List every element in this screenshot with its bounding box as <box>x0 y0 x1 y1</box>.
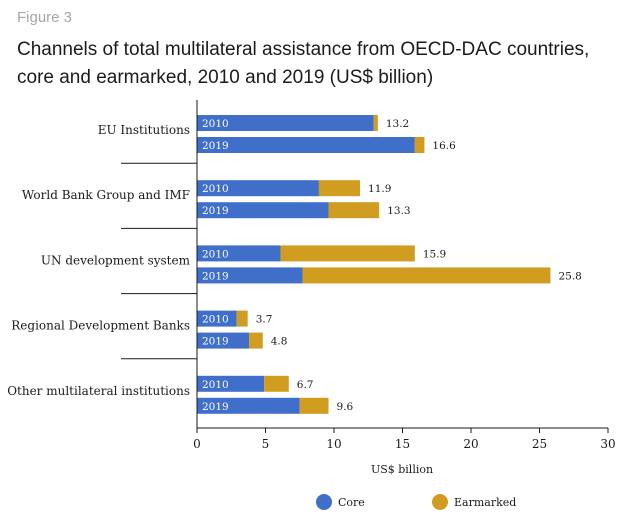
x-tick-label: 10 <box>326 437 341 451</box>
category-label: World Bank Group and IMF <box>22 188 190 202</box>
bar-earmarked-segment <box>299 397 329 414</box>
bar-year-label: 2010 <box>202 379 229 391</box>
bar-total-label: 13.2 <box>386 118 409 130</box>
bar-core-segment <box>197 245 281 262</box>
chart-title-line-2: core and earmarked, 2010 and 2019 (US$ b… <box>17 67 434 88</box>
bar-earmarked-segment <box>302 267 551 284</box>
bar-total-label: 4.8 <box>271 336 288 348</box>
legend-core-label: Core <box>338 496 365 509</box>
bar-earmarked-segment <box>236 310 248 327</box>
bar-earmarked-segment <box>249 332 263 349</box>
bar-core-segment <box>197 310 237 327</box>
bar-year-label: 2019 <box>202 205 229 217</box>
x-tick-label: 15 <box>395 437 410 451</box>
category-label: Regional Development Banks <box>11 319 190 333</box>
bar-year-label: 2019 <box>202 401 229 413</box>
bar-total-label: 15.9 <box>423 248 446 260</box>
category-label: UN development system <box>41 253 191 267</box>
bar-core-segment <box>197 115 374 131</box>
bar-year-label: 2010 <box>202 183 229 195</box>
category-label: Other multilateral institutions <box>7 384 190 398</box>
x-tick-label: 20 <box>463 437 478 451</box>
x-tick-label: 30 <box>600 437 615 451</box>
chart-title-line-1: Channels of total multilateral assistanc… <box>17 39 590 60</box>
bar-core-segment <box>197 180 319 197</box>
bar-year-label: 2019 <box>202 336 229 348</box>
bar-total-label: 6.7 <box>297 379 314 391</box>
x-tick-label: 5 <box>262 437 270 451</box>
bar-earmarked-segment <box>264 375 289 392</box>
bar-year-label: 2010 <box>202 248 229 260</box>
legend: Core Earmarked <box>316 494 516 510</box>
legend-earmarked-swatch <box>432 494 448 510</box>
bar-year-label: 2010 <box>202 314 229 326</box>
legend-earmarked-label: Earmarked <box>454 496 516 509</box>
bar-core-segment <box>197 332 250 349</box>
x-tick-label: 25 <box>532 437 547 451</box>
bar-total-label: 3.7 <box>256 314 273 326</box>
bar-core-segment <box>197 137 415 153</box>
chart-title: Channels of total multilateral assistanc… <box>17 36 627 92</box>
x-axis-label: US$ billion <box>371 463 433 476</box>
category-label: EU Institutions <box>98 123 190 137</box>
bar-core-segment <box>197 375 265 392</box>
bar-core-segment <box>197 202 329 219</box>
bar-earmarked-segment <box>328 202 380 219</box>
bar-year-label: 2019 <box>202 270 229 282</box>
bar-total-label: 9.6 <box>337 401 354 413</box>
bar-total-label: 25.8 <box>558 270 581 282</box>
bar-total-label: 11.9 <box>368 183 391 195</box>
bar-core-segment <box>197 267 303 284</box>
bar-total-label: 16.6 <box>432 140 456 152</box>
x-tick-label: 0 <box>193 437 201 451</box>
figure-label: Figure 3 <box>17 9 73 26</box>
bar-earmarked-segment <box>373 115 378 131</box>
plot-area: EU Institutions 2010 13.2 2019 16.6 World Ban… <box>7 115 582 414</box>
bar-core-segment <box>197 397 300 414</box>
x-axis: 0 5 10 15 20 25 30 <box>193 100 616 451</box>
legend-core-swatch <box>316 494 332 510</box>
bar-year-label: 2019 <box>202 140 229 152</box>
bar-earmarked-segment <box>280 245 415 262</box>
bar-year-label: 2010 <box>202 118 229 130</box>
bar-earmarked-segment <box>414 137 425 153</box>
bar-total-label: 13.3 <box>387 205 410 217</box>
bar-earmarked-segment <box>318 180 361 197</box>
